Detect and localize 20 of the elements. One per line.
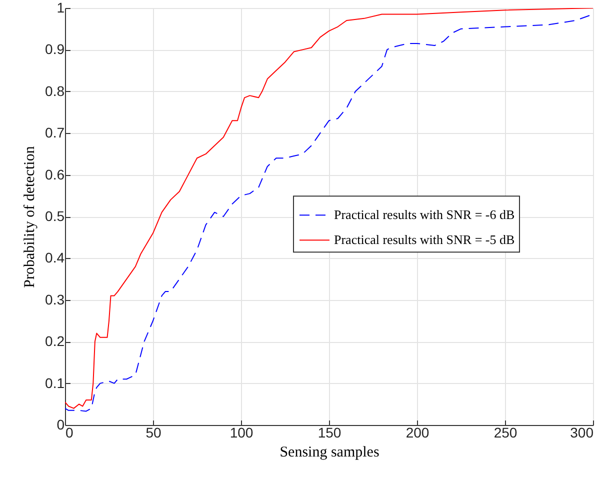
x-tick-label: 300 bbox=[570, 424, 594, 440]
legend-label: Practical results with SNR = -5 dB bbox=[334, 232, 515, 248]
x-tick-label: 250 bbox=[494, 424, 518, 440]
y-tick-label: 0.8 bbox=[45, 82, 65, 99]
y-tick-label: 0.9 bbox=[45, 41, 65, 58]
x-tick-label: 50 bbox=[146, 424, 162, 440]
x-tick-label: 100 bbox=[230, 424, 254, 440]
y-axis-title: Probability of detection bbox=[22, 146, 38, 288]
x-tick-label: 150 bbox=[318, 424, 342, 440]
y-tick-label: 0.1 bbox=[45, 374, 65, 391]
y-tick-label: 0.5 bbox=[45, 208, 65, 224]
x-axis-title: Sensing samples bbox=[280, 444, 380, 460]
y-tick-label: 1 bbox=[56, 0, 65, 16]
y-tick-label: 0.2 bbox=[45, 333, 65, 350]
legend-label: Practical results with SNR = -6 dB bbox=[334, 207, 515, 222]
x-tick-label: 200 bbox=[406, 424, 430, 440]
y-tick-label: 0.6 bbox=[45, 166, 65, 182]
y-tick-label: 0.7 bbox=[45, 124, 65, 141]
y-tick-label: 0.3 bbox=[45, 291, 65, 308]
y-tick-label: 0.4 bbox=[45, 250, 65, 266]
